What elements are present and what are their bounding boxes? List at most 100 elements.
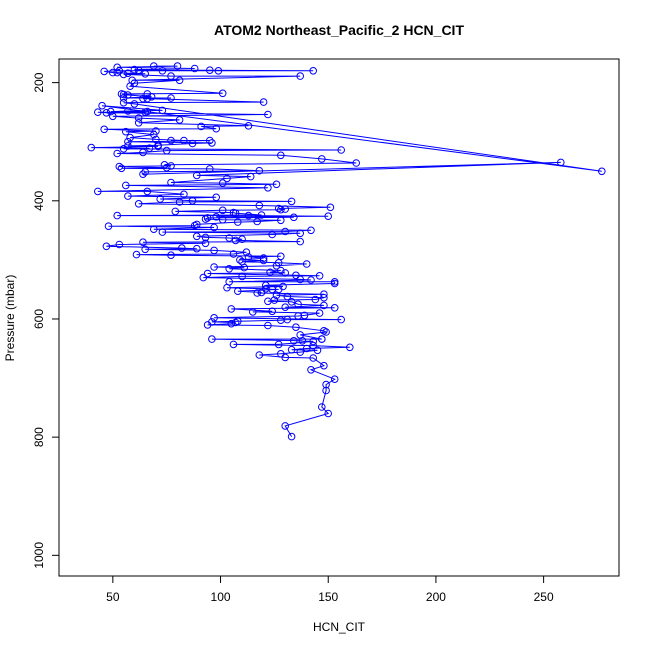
data-point <box>281 205 290 213</box>
data-point <box>218 179 227 187</box>
data-point <box>130 65 139 74</box>
data-point <box>281 303 290 312</box>
data-point <box>124 137 132 146</box>
data-point <box>223 174 231 183</box>
data-point <box>302 344 311 353</box>
data-point <box>156 195 164 203</box>
x-tick-label: 50 <box>106 590 120 604</box>
data-point <box>188 139 197 148</box>
data-point <box>162 163 171 172</box>
data-point <box>322 328 330 336</box>
data-point <box>255 166 264 175</box>
data-point <box>324 212 333 220</box>
x-tick-label: 100 <box>211 590 231 604</box>
data-point <box>122 127 130 136</box>
data-point <box>87 143 96 152</box>
data-point <box>302 260 311 268</box>
data-point <box>318 155 326 163</box>
data-point <box>223 283 231 292</box>
data-point <box>225 234 233 242</box>
data-point <box>268 230 277 239</box>
data-point <box>272 291 281 300</box>
data-point <box>100 67 108 76</box>
data-point <box>281 227 290 236</box>
data-point <box>309 67 318 75</box>
data-point <box>307 226 315 235</box>
x-tick-label: 150 <box>318 590 338 604</box>
data-point <box>167 72 175 80</box>
data-point <box>126 82 134 90</box>
data-point <box>98 101 106 110</box>
data-point <box>313 346 322 355</box>
data-point <box>287 197 296 206</box>
data-point <box>322 380 330 389</box>
data-point <box>175 116 184 124</box>
data-point <box>257 288 266 297</box>
data-point <box>307 366 315 374</box>
data-point <box>212 193 220 202</box>
x-axis: 50 100 150 200 250 <box>106 575 554 604</box>
data-point <box>296 237 305 246</box>
data-point <box>109 112 117 121</box>
data-point <box>206 66 214 74</box>
data-point <box>113 149 121 158</box>
data-point <box>102 109 111 117</box>
data-point <box>318 335 326 343</box>
data-point <box>210 263 218 271</box>
data-point <box>145 144 154 152</box>
data-point <box>244 253 253 261</box>
data-point <box>557 158 565 167</box>
data-point <box>119 94 128 102</box>
data-point <box>296 348 305 356</box>
data-point <box>320 361 328 370</box>
data-point <box>259 254 268 262</box>
data-point <box>281 353 290 362</box>
data-point <box>143 187 152 196</box>
data-point <box>139 238 147 246</box>
data-point <box>173 62 182 70</box>
data-point <box>266 268 274 277</box>
data-point <box>277 252 285 261</box>
data-point <box>94 108 102 116</box>
data-point <box>307 276 315 284</box>
data-point <box>143 94 152 103</box>
data-point <box>119 98 128 107</box>
data-point <box>158 106 167 115</box>
data-point <box>171 207 180 216</box>
data-point <box>190 64 199 73</box>
data-point <box>113 211 121 220</box>
data-point <box>167 94 175 102</box>
data-point <box>141 70 149 78</box>
data-point <box>296 275 305 284</box>
data-point <box>290 213 298 222</box>
data-point <box>150 62 158 70</box>
data-point <box>227 305 236 313</box>
x-axis-label: HCN_CIT <box>313 620 366 634</box>
data-point <box>188 197 197 205</box>
chart-title: ATOM2 Northeast_Pacific_2 HCN_CIT <box>214 22 464 38</box>
data-point <box>598 167 606 176</box>
data-point <box>234 287 242 296</box>
data-point <box>132 250 141 259</box>
data-point <box>218 206 227 215</box>
data-point <box>296 229 305 238</box>
data-point <box>201 239 210 248</box>
data-point <box>277 316 285 325</box>
data-point <box>346 343 354 352</box>
data-point <box>320 290 328 299</box>
data-point <box>277 216 285 225</box>
data-point <box>259 256 268 265</box>
data-point <box>141 168 149 176</box>
data-point <box>277 205 285 214</box>
data-point <box>154 142 162 151</box>
data-point <box>320 301 328 310</box>
data-point <box>214 67 223 75</box>
data-point <box>119 70 128 79</box>
y-axis-label: Pressure (mbar) <box>3 275 17 362</box>
data-point <box>246 172 255 181</box>
data-point <box>175 198 184 206</box>
data-point <box>175 76 184 85</box>
data-point <box>272 262 281 270</box>
data-point <box>212 213 220 221</box>
data-point <box>264 110 272 119</box>
